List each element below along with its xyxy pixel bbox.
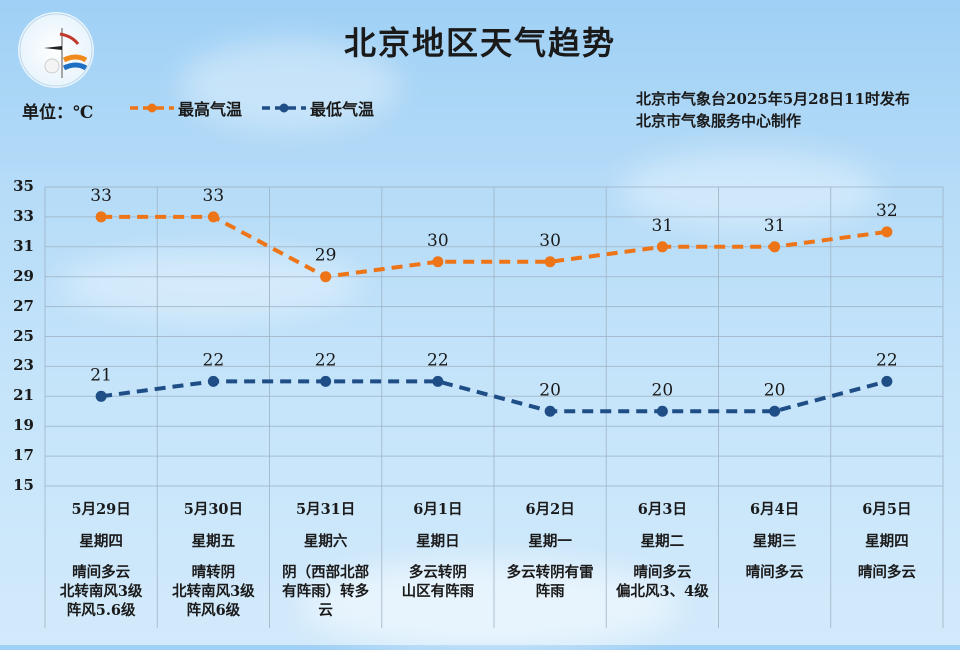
producer-text: 北京市气象服务中心制作 bbox=[636, 112, 802, 130]
day-column: 5月31日星期六阴（西部北部 有阵雨）转多 云 bbox=[270, 486, 382, 628]
background-cloud bbox=[300, 560, 680, 650]
day-weekday: 星期四 bbox=[79, 533, 123, 550]
day-weekday: 星期二 bbox=[640, 533, 685, 550]
day-date: 6月1日 bbox=[413, 501, 463, 518]
data-point bbox=[320, 375, 332, 387]
legend-item-max-temp: 最高气温 bbox=[130, 96, 242, 120]
data-label: 30 bbox=[427, 231, 449, 251]
y-tick-label: 21 bbox=[13, 386, 34, 405]
day-date: 5月31日 bbox=[295, 501, 356, 518]
day-column: 6月1日星期日多云转阴 山区有阵雨 bbox=[382, 486, 494, 628]
data-point bbox=[769, 241, 781, 253]
day-weather: 晴间多云 北转南风3级 阵风5.6级 bbox=[59, 564, 143, 619]
navy-dashed-line-icon bbox=[262, 103, 306, 113]
day-weekday: 星期五 bbox=[191, 533, 236, 550]
data-point bbox=[207, 375, 219, 387]
data-point bbox=[207, 211, 219, 223]
data-point bbox=[544, 405, 556, 417]
day-weekday: 星期六 bbox=[303, 533, 348, 550]
y-tick-label: 15 bbox=[13, 476, 34, 494]
y-tick-label: 31 bbox=[13, 236, 34, 255]
background-cloud bbox=[180, 40, 400, 130]
data-label: 29 bbox=[315, 246, 337, 266]
data-label: 33 bbox=[203, 186, 225, 206]
data-label: 20 bbox=[539, 380, 561, 400]
data-point bbox=[656, 405, 668, 417]
data-point bbox=[881, 226, 893, 238]
day-weather: 阴（西部北部 有阵雨）转多 云 bbox=[282, 564, 370, 619]
day-weather: 晴间多云 bbox=[857, 564, 916, 581]
page-title: 北京地区天气趋势 bbox=[343, 24, 616, 62]
day-weather: 晴转阴 北转南风3级 阵风6级 bbox=[172, 564, 255, 619]
day-date: 6月2日 bbox=[525, 501, 575, 518]
background-cloud bbox=[60, 250, 360, 320]
data-label: 32 bbox=[876, 201, 898, 221]
y-tick-label: 25 bbox=[13, 326, 34, 345]
data-label: 22 bbox=[315, 350, 337, 370]
legend-item-min-temp: 最低气温 bbox=[262, 96, 374, 120]
data-point bbox=[656, 241, 668, 253]
y-tick-label: 33 bbox=[13, 206, 34, 225]
issuer-text: 北京市气象台2025年5月28日11时发布 bbox=[636, 90, 910, 108]
y-tick-label: 19 bbox=[13, 416, 34, 435]
y-tick-label: 23 bbox=[13, 356, 34, 375]
data-label: 31 bbox=[764, 216, 786, 236]
day-column: 6月4日星期三晴间多云 bbox=[719, 486, 831, 628]
day-weather: 晴间多云 偏北风3、4级 bbox=[616, 564, 709, 600]
data-label: 33 bbox=[90, 186, 112, 206]
data-point bbox=[320, 271, 332, 283]
data-point bbox=[881, 375, 893, 387]
day-weather: 多云转阴有雷 阵雨 bbox=[506, 564, 594, 600]
day-date: 6月4日 bbox=[750, 501, 800, 518]
day-date: 5月30日 bbox=[183, 501, 244, 518]
legend-label-min: 最低气温 bbox=[310, 100, 375, 119]
day-weather: 多云转阴 山区有阵雨 bbox=[401, 564, 475, 600]
orange-dashed-line-icon bbox=[130, 103, 174, 113]
day-weather: 晴间多云 bbox=[745, 564, 804, 581]
day-column: 5月29日星期四晴间多云 北转南风3级 阵风5.6级 bbox=[45, 486, 157, 628]
day-column: 6月5日星期四晴间多云 bbox=[831, 486, 943, 628]
y-tick-label: 35 bbox=[13, 177, 34, 195]
data-label: 31 bbox=[652, 216, 674, 236]
day-weekday: 星期一 bbox=[528, 533, 572, 550]
day-weekday: 星期四 bbox=[865, 533, 909, 550]
y-tick-label: 29 bbox=[13, 266, 34, 285]
data-label: 22 bbox=[876, 350, 898, 370]
data-label: 30 bbox=[539, 231, 561, 251]
logo-icon bbox=[19, 13, 93, 87]
day-date: 5月29日 bbox=[71, 501, 131, 518]
legend-label-max: 最高气温 bbox=[178, 100, 243, 119]
meteorological-service-logo bbox=[18, 12, 94, 88]
day-date: 6月5日 bbox=[862, 501, 912, 518]
data-point bbox=[432, 256, 444, 268]
data-label: 20 bbox=[652, 380, 674, 400]
data-point bbox=[544, 256, 556, 268]
data-point bbox=[95, 390, 107, 402]
data-label: 22 bbox=[427, 350, 449, 370]
data-label: 20 bbox=[764, 380, 786, 400]
data-label: 22 bbox=[203, 350, 225, 370]
day-column: 6月2日星期一多云转阴有雷 阵雨 bbox=[494, 486, 606, 628]
day-column: 6月3日星期二晴间多云 偏北风3、4级 bbox=[606, 486, 718, 628]
day-weekday: 星期日 bbox=[416, 533, 460, 550]
unit-label: 单位：℃ bbox=[22, 103, 94, 123]
day-date: 6月3日 bbox=[637, 501, 687, 518]
series-line-0 bbox=[101, 214, 888, 279]
data-point bbox=[769, 405, 781, 417]
data-label: 21 bbox=[90, 365, 112, 385]
data-point bbox=[95, 211, 107, 223]
day-column: 5月30日星期五晴转阴 北转南风3级 阵风6级 bbox=[157, 486, 269, 628]
chart-data-labels: 33 33 29 30 30 31 31 32 21 22 22 22 20 20 20 22 bbox=[90, 186, 897, 400]
day-weekday: 星期三 bbox=[752, 533, 797, 550]
data-point bbox=[432, 375, 444, 387]
y-tick-label: 17 bbox=[13, 446, 34, 465]
chart-lines bbox=[95, 211, 893, 417]
series-line-1 bbox=[100, 379, 888, 414]
y-tick-label: 27 bbox=[13, 296, 34, 315]
